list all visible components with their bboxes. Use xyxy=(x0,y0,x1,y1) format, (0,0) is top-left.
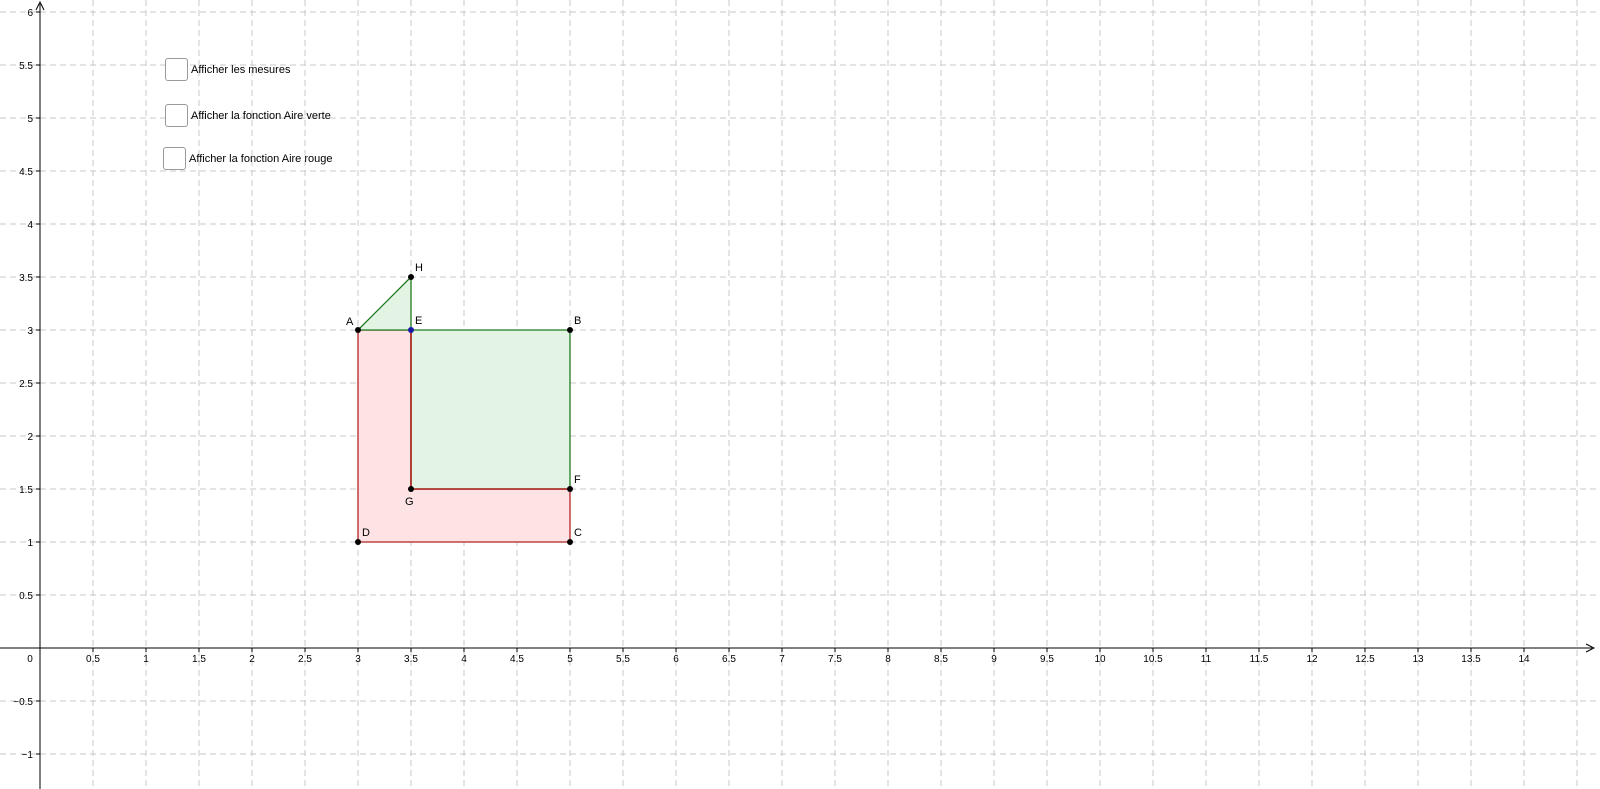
y-tick-label: 5 xyxy=(27,114,33,125)
y-tick-label: 3.5 xyxy=(19,273,33,284)
point-label-g: G xyxy=(405,496,414,508)
point-e[interactable] xyxy=(408,327,414,333)
checkbox[interactable] xyxy=(163,147,186,170)
x-tick-label: 8.5 xyxy=(934,654,948,665)
y-tick-label: 2 xyxy=(27,432,33,443)
point-b[interactable] xyxy=(567,327,573,333)
x-axis-arrow xyxy=(1585,643,1596,653)
x-tick-label: 12.5 xyxy=(1355,654,1375,665)
y-tick-label: 1 xyxy=(27,538,33,549)
point-label-f: F xyxy=(574,474,581,486)
y-tick-label: −0.5 xyxy=(13,697,33,708)
x-tick-label: 1 xyxy=(143,654,149,665)
x-tick-label: 7 xyxy=(779,654,785,665)
y-tick-label: 6 xyxy=(27,8,33,19)
x-tick-label: 9 xyxy=(991,654,997,665)
x-tick-label: 10 xyxy=(1094,654,1106,665)
x-tick-label: 2.5 xyxy=(298,654,312,665)
point-f[interactable] xyxy=(567,486,573,492)
y-tick-label: −1 xyxy=(22,750,34,761)
y-tick-label: 1.5 xyxy=(19,485,33,496)
x-tick-label: 5.5 xyxy=(616,654,630,665)
point-c[interactable] xyxy=(567,539,573,545)
x-tick-label: 8 xyxy=(885,654,891,665)
y-axis-arrow xyxy=(35,0,45,11)
x-tick-label: 10.5 xyxy=(1143,654,1163,665)
point-d[interactable] xyxy=(355,539,361,545)
x-tick-label: 0.5 xyxy=(86,654,100,665)
y-tick-label: 3 xyxy=(27,326,33,337)
point-h[interactable] xyxy=(408,274,414,280)
y-tick-label: 4 xyxy=(27,220,33,231)
x-tick-label: 6 xyxy=(673,654,679,665)
y-tick-label: 0.5 xyxy=(19,591,33,602)
y-tick-label: 4.5 xyxy=(19,167,33,178)
point-label-a: A xyxy=(346,316,354,328)
checkbox[interactable] xyxy=(165,58,188,81)
x-tick-label: 4.5 xyxy=(510,654,524,665)
x-tick-label: 9.5 xyxy=(1040,654,1054,665)
point-label-d: D xyxy=(362,527,370,539)
x-tick-label: 3 xyxy=(355,654,361,665)
y-tick-label: 2.5 xyxy=(19,379,33,390)
checkbox-row-2[interactable]: Afficher la fonction Aire verte xyxy=(165,104,331,127)
point-label-h: H xyxy=(415,262,423,274)
x-tick-label: 1.5 xyxy=(192,654,206,665)
checkbox-row-1[interactable]: Afficher les mesures xyxy=(165,58,290,81)
y-tick-label: 5.5 xyxy=(19,61,33,72)
x-tick-label: 6.5 xyxy=(722,654,736,665)
x-tick-label: 3.5 xyxy=(404,654,418,665)
origin-label: 0 xyxy=(27,654,33,665)
point-a[interactable] xyxy=(355,327,361,333)
point-g[interactable] xyxy=(408,486,414,492)
checkbox[interactable] xyxy=(165,104,188,127)
point-label-b: B xyxy=(574,315,581,327)
x-tick-label: 4 xyxy=(461,654,467,665)
checkbox-label: Afficher la fonction Aire verte xyxy=(191,109,331,122)
x-tick-label: 2 xyxy=(249,654,255,665)
x-tick-label: 14 xyxy=(1518,654,1530,665)
green-triangle[interactable] xyxy=(356,275,412,331)
x-tick-label: 5 xyxy=(567,654,573,665)
green-rectangle[interactable] xyxy=(410,329,571,490)
x-tick-label: 12 xyxy=(1306,654,1318,665)
point-label-e: E xyxy=(415,315,422,327)
checkbox-label: Afficher les mesures xyxy=(191,63,291,76)
point-label-c: C xyxy=(574,527,582,539)
checkbox-label: Afficher la fonction Aire rouge xyxy=(189,152,333,165)
x-tick-label: 13.5 xyxy=(1461,654,1481,665)
x-tick-label: 7.5 xyxy=(828,654,842,665)
x-tick-label: 13 xyxy=(1412,654,1424,665)
x-tick-label: 11 xyxy=(1201,654,1212,665)
checkbox-row-3[interactable]: Afficher la fonction Aire rouge xyxy=(163,147,333,170)
x-tick-label: 11.5 xyxy=(1250,654,1269,665)
